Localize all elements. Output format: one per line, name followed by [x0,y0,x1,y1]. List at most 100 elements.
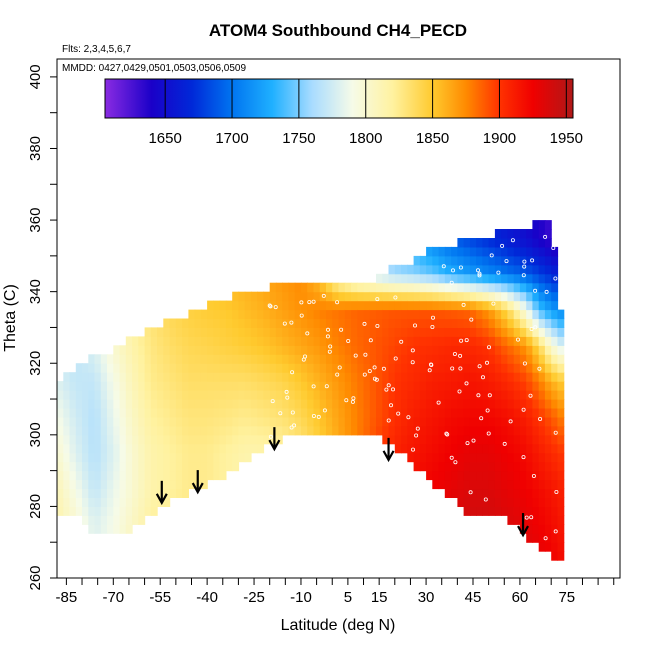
field-cell [207,425,214,436]
field-cell [113,461,121,472]
field-cell [332,336,340,346]
y-tick-label: 340 [27,279,44,304]
sample-point [393,295,398,300]
field-cell [426,255,433,266]
field-cell [175,408,183,418]
field-cell [219,300,227,311]
field-cell [394,434,402,445]
field-cell [250,363,258,373]
field-cell [532,354,540,364]
field-cell [232,461,240,472]
field-cell [382,336,390,346]
field-cell [107,416,114,427]
field-cell [501,452,508,463]
field-cell [263,381,271,391]
field-cell [457,399,465,409]
field-cell [157,461,164,472]
field-cell [157,345,164,355]
field-cell [107,363,114,373]
field-cell [401,434,408,445]
field-cell [269,416,277,427]
y-tick-label: 300 [27,422,44,447]
field-cell [557,309,565,320]
field-cell [94,461,102,472]
field-cell [526,309,534,320]
field-cell [194,336,202,346]
field-cell [332,282,340,293]
field-cell [363,416,371,427]
field-cell [438,470,446,481]
sample-point [386,418,391,423]
field-cell [401,425,408,436]
field-cell [326,336,333,346]
field-cell [313,318,321,328]
field-cell [476,479,483,490]
field-cell [344,336,352,346]
field-cell [457,381,465,391]
field-cell [244,327,252,337]
field-cell [513,416,521,427]
field-cell [125,345,133,355]
field-cell [63,399,71,409]
field-cell [544,291,552,302]
field-cell [257,372,265,382]
field-cell [388,381,396,391]
field-cell [451,300,458,311]
field-cell [538,515,546,525]
field-cell [88,390,96,400]
sample-point [464,338,469,343]
field-cell [369,416,377,427]
field-cell [494,327,502,337]
field-cell [232,363,240,373]
sample-point [289,425,294,430]
field-cell [213,381,221,391]
field-cell [94,408,102,418]
field-cell [144,408,152,418]
field-cell [526,345,534,355]
field-cell [369,381,377,391]
field-cell [232,300,240,311]
field-cell [482,497,490,507]
field-cell [551,291,559,302]
field-cell [150,479,158,490]
field-cell [476,300,483,311]
field-cell [107,515,114,525]
field-cell [107,506,114,516]
field-cell [507,282,515,293]
sample-point [457,389,462,394]
field-cell [544,282,552,293]
field-cell [376,363,383,373]
field-cell [332,425,340,436]
field-cell [338,372,346,382]
field-cell [301,363,308,373]
field-cell [438,363,446,373]
field-cell [469,425,477,436]
field-cell [275,336,283,346]
field-cell [557,318,565,328]
field-cell [69,399,77,409]
field-cell [401,318,408,328]
field-cell [457,470,465,481]
field-cell [482,381,490,391]
field-cell [119,425,127,436]
field-cell [200,309,208,320]
field-cell [482,327,490,337]
field-cell [88,354,96,364]
colorbar: 1650 1700 1750 1800 1850 1900 1950 [104,78,583,147]
sample-point [412,323,417,328]
field-cell [544,479,552,490]
field-cell [394,345,402,355]
field-cell [426,264,433,275]
field-cell [388,282,396,293]
field-cell [163,497,171,507]
field-cell [182,381,189,391]
field-cell [513,381,521,391]
field-cell [244,443,252,454]
field-cell [488,363,496,373]
field-cell [369,425,377,436]
field-cell [507,372,515,382]
field-cell [557,354,565,364]
field-cell [69,381,77,391]
field-cell [476,291,483,302]
y-tick-label: 380 [27,136,44,161]
